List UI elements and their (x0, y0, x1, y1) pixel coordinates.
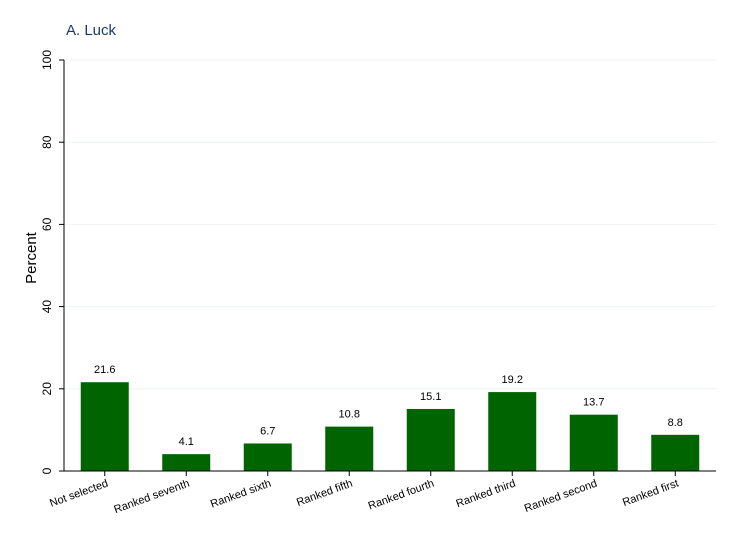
y-tick-label: 20 (40, 382, 54, 396)
x-tick-label: Ranked first (621, 478, 680, 509)
y-tick-label: 0 (40, 467, 54, 474)
bar (325, 426, 374, 471)
x-tick-label: Ranked fourth (367, 478, 436, 513)
x-axis: Not selected Ranked seventh Ranked sixth Ra… (48, 470, 716, 516)
bar (80, 382, 129, 471)
x-tick-label: Ranked sixth (209, 478, 273, 511)
bar-value-label: 10.8 (339, 409, 360, 421)
x-tick-label: Ranked third (455, 478, 518, 511)
x-tick-label: Ranked seventh (112, 478, 191, 516)
gridlines (64, 59, 716, 390)
y-tick-label: 40 (40, 300, 54, 314)
y-axis: 0 20 40 60 80 100 (40, 50, 65, 474)
y-tick-label: 100 (40, 50, 54, 70)
bar-value-label: 6.7 (260, 425, 275, 437)
y-axis-label: Percent (23, 231, 40, 284)
bar (651, 434, 700, 471)
bar (488, 392, 537, 471)
bars: 21.6 4.1 6.7 10.8 15.1 19.2 13.7 8.8 (80, 364, 700, 471)
bar (243, 443, 292, 471)
chart-title: A. Luck (66, 22, 117, 39)
bar-value-label: 19.2 (502, 374, 523, 386)
y-tick-label: 60 (40, 217, 54, 231)
x-tick-label: Not selected (48, 478, 110, 510)
y-tick-label: 80 (40, 135, 54, 149)
bar (162, 454, 211, 471)
bar (406, 408, 455, 471)
x-tick-label: Ranked fifth (295, 478, 354, 509)
x-tick-label: Ranked second (523, 478, 599, 515)
bar (569, 414, 618, 471)
bar-value-label: 8.8 (668, 417, 683, 429)
bar-value-label: 21.6 (94, 364, 115, 376)
bar-value-label: 13.7 (583, 397, 604, 409)
bar-value-label: 4.1 (179, 436, 194, 448)
bar-value-label: 15.1 (420, 391, 441, 403)
